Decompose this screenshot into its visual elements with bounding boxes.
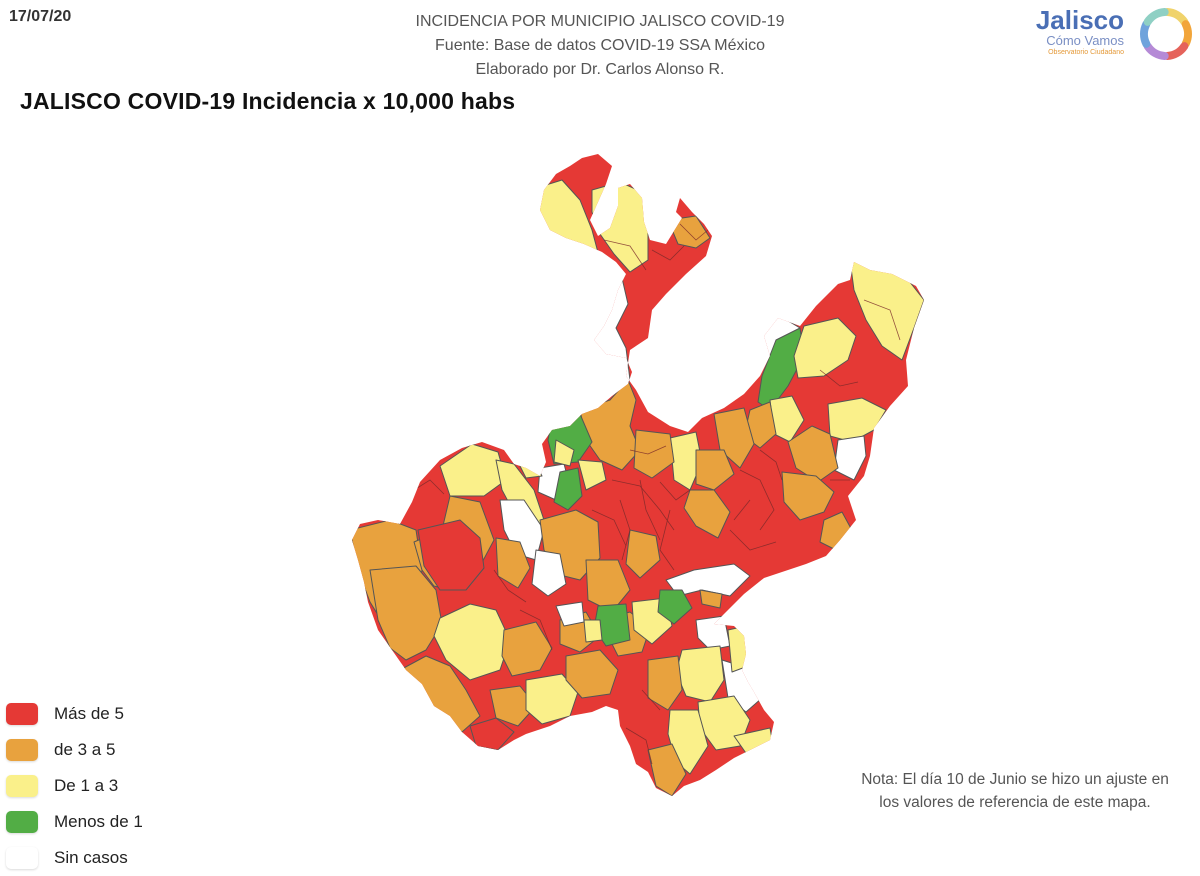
municipality xyxy=(683,489,731,539)
logo-ring-icon xyxy=(1140,8,1192,60)
municipality xyxy=(793,317,857,379)
municipality xyxy=(695,449,735,491)
legend-label: Sin casos xyxy=(54,848,128,867)
logo-subtitle: Cómo Vamos xyxy=(1046,33,1124,48)
legend-label: Menos de 1 xyxy=(54,812,143,831)
legend-swatch xyxy=(6,775,38,797)
header-line-title: INCIDENCIA POR MUNICIPIO JALISCO COVID-1… xyxy=(415,13,785,30)
logo-ring-segment xyxy=(1181,20,1192,48)
header-info: INCIDENCIA POR MUNICIPIO JALISCO COVID-1… xyxy=(325,10,875,82)
date-label: 17/07/20 xyxy=(9,8,72,25)
municipality xyxy=(501,621,553,677)
logo-name: Jalisco xyxy=(1035,5,1124,35)
municipality xyxy=(667,215,711,249)
municipality xyxy=(583,619,603,643)
municipality xyxy=(531,549,567,597)
municipality xyxy=(433,603,511,681)
municipality xyxy=(553,467,583,511)
municipality xyxy=(727,625,749,673)
logo-tagline: Observatorio Ciudadano xyxy=(1048,49,1124,56)
municipality xyxy=(555,601,585,627)
municipality xyxy=(565,649,619,699)
legend-item: Más de 5 xyxy=(6,696,143,732)
map-title: JALISCO COVID-19 Incidencia x 10,000 hab… xyxy=(20,88,516,114)
header-line-author: Elaborado por Dr. Carlos Alonso R. xyxy=(475,61,725,78)
municipality xyxy=(591,181,649,273)
municipality xyxy=(625,529,661,579)
municipality xyxy=(787,425,839,483)
municipality xyxy=(585,559,631,613)
legend-item: de 3 a 5 xyxy=(6,732,143,768)
municipality xyxy=(525,673,579,725)
legend-label: de 3 a 5 xyxy=(54,740,116,759)
map-note: Nota: El día 10 de Junio se hizo un ajus… xyxy=(861,771,1169,811)
municipality xyxy=(489,685,537,727)
municipality xyxy=(647,655,683,711)
municipality xyxy=(781,471,835,521)
logo-ring-segment xyxy=(1163,42,1189,60)
legend-label: De 1 a 3 xyxy=(54,776,119,795)
municipality xyxy=(369,565,443,661)
legend-item: De 1 a 3 xyxy=(6,768,143,804)
logo-ring-segment xyxy=(1143,42,1169,60)
logo-ring-segment xyxy=(1140,20,1151,48)
legend-item: Menos de 1 xyxy=(6,804,143,840)
jalisco-como-vamos-logo: Jalisco Cómo Vamos Observatorio Ciudadan… xyxy=(1030,2,1200,64)
legend-swatch xyxy=(6,847,38,869)
logo-ring-segment xyxy=(1143,8,1169,26)
legend-item: Sin casos xyxy=(6,840,143,876)
municipality xyxy=(553,439,575,467)
municipality xyxy=(577,459,607,491)
legend-swatch xyxy=(6,739,38,761)
municipality xyxy=(633,429,675,479)
municipality xyxy=(657,589,693,625)
logo-ring-segment xyxy=(1163,8,1189,26)
municipality xyxy=(469,717,515,751)
header-line-source: Fuente: Base de datos COVID-19 SSA Méxic… xyxy=(435,37,765,54)
legend-swatch xyxy=(6,811,38,833)
municipality xyxy=(647,743,687,796)
municipality xyxy=(495,537,531,589)
legend-swatch xyxy=(6,703,38,725)
jalisco-municipality-map xyxy=(351,153,925,797)
map-legend: Más de 5 de 3 a 5 De 1 a 3 Menos de 1 Si… xyxy=(6,696,143,876)
legend-label: Más de 5 xyxy=(54,704,124,723)
municipality xyxy=(417,519,485,591)
municipality xyxy=(699,589,723,609)
